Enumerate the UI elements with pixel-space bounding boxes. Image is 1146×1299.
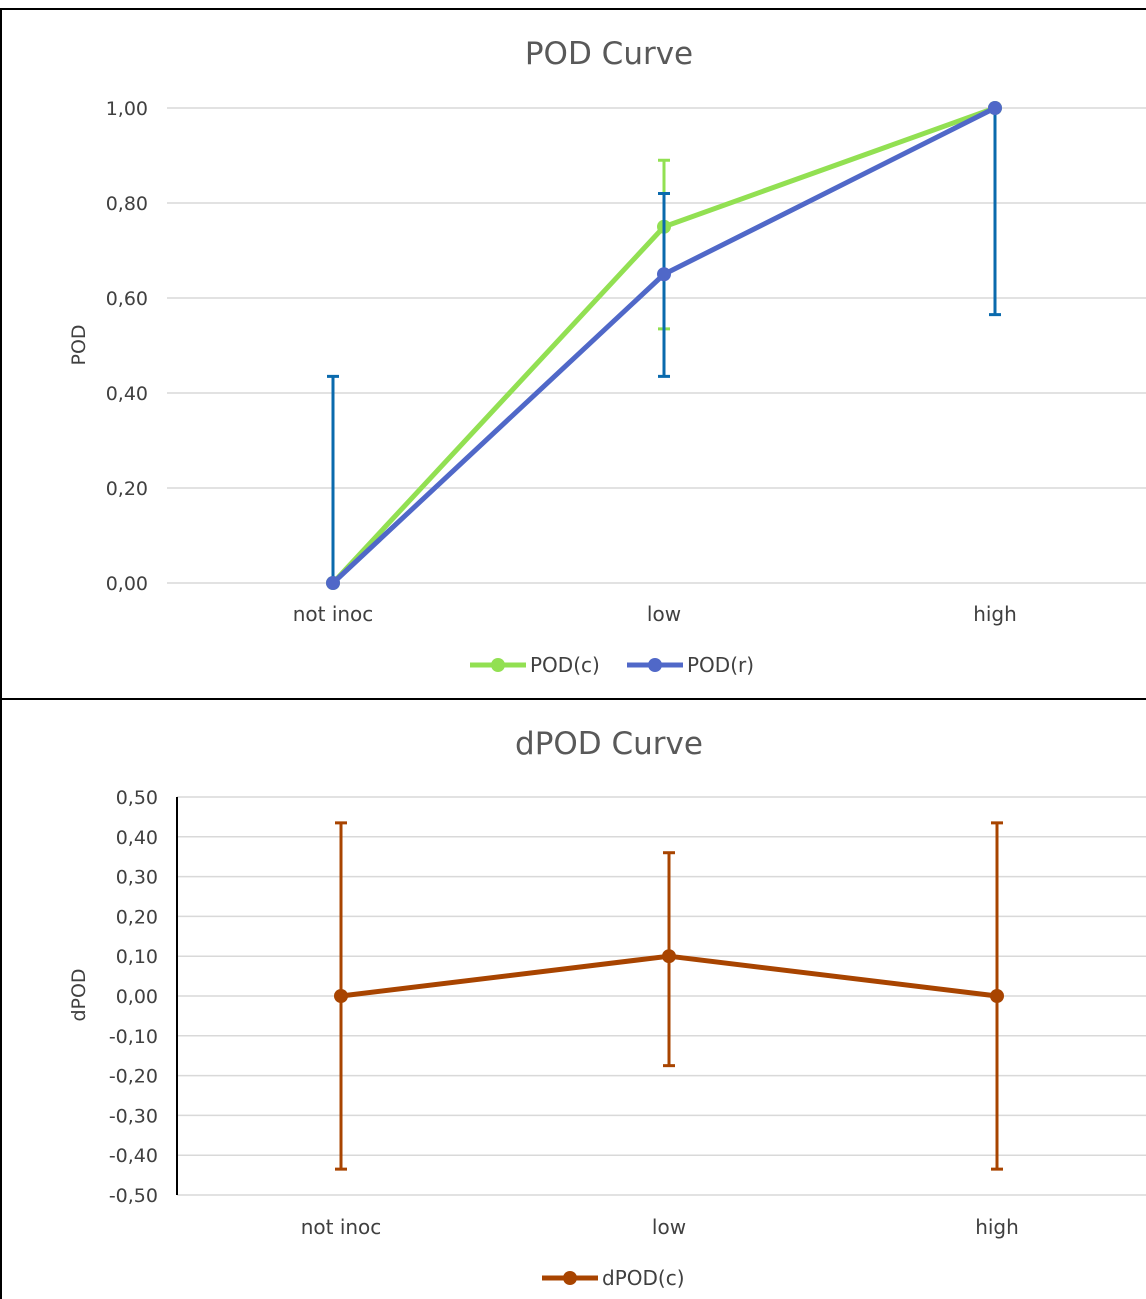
y-tick-label: 0,80 <box>106 193 148 215</box>
data-point <box>988 101 1002 115</box>
legend-label: dPOD(c) <box>602 1266 685 1290</box>
pod-chart-panel: POD Curve POD 0,00 0,20 0,40 0,60 0,80 1,00 no… <box>0 8 1146 700</box>
legend-marker <box>563 1271 577 1285</box>
y-tick-label: 0,20 <box>106 478 148 500</box>
y-tick-label: 0,40 <box>106 383 148 405</box>
y-tick-label: 1,00 <box>106 98 148 120</box>
chart-title: POD Curve <box>525 36 693 72</box>
dpod-chart-panel: dPOD Curve dPOD -0,50 -0,40 -0,30 -0,20 -0,1… <box>0 700 1146 1299</box>
legend-marker <box>491 658 505 672</box>
y-axis-label: dPOD <box>68 968 90 1021</box>
y-axis-label: POD <box>68 324 90 365</box>
legend-label: POD(r) <box>687 653 754 677</box>
dpod-chart: dPOD Curve dPOD -0,50 -0,40 -0,30 -0,20 -0,1… <box>68 726 1146 1290</box>
data-point <box>657 267 671 282</box>
data-point <box>334 989 348 1003</box>
y-tick-label: 0,60 <box>106 288 148 310</box>
y-tick-label: 0,30 <box>116 867 158 889</box>
y-tick-label: 0,00 <box>106 573 148 595</box>
data-point <box>990 989 1004 1003</box>
y-tick-label: 0,40 <box>116 827 158 849</box>
x-tick-label: high <box>973 602 1017 626</box>
x-tick-label: low <box>652 1215 686 1239</box>
y-tick-label: -0,40 <box>109 1145 158 1167</box>
y-tick-label: 0,20 <box>116 906 158 928</box>
data-point <box>326 576 340 590</box>
y-tick-label: 0,50 <box>116 787 158 809</box>
x-tick-label: high <box>975 1215 1019 1239</box>
legend-label: POD(c) <box>530 653 600 677</box>
x-tick-label: not inoc <box>293 602 374 626</box>
y-tick-label: -0,20 <box>109 1066 158 1088</box>
y-tick-label: -0,50 <box>109 1185 158 1207</box>
chart-title: dPOD Curve <box>515 726 703 762</box>
legend-marker <box>648 658 662 672</box>
x-tick-label: low <box>647 602 681 626</box>
pod-chart: POD Curve POD 0,00 0,20 0,40 0,60 0,80 1,00 no… <box>68 36 1146 677</box>
y-tick-label: -0,10 <box>109 1026 158 1048</box>
y-tick-label: -0,30 <box>109 1105 158 1127</box>
y-tick-label: 0,00 <box>116 986 158 1008</box>
data-point <box>662 949 676 964</box>
x-tick-label: not inoc <box>301 1215 382 1239</box>
y-tick-label: 0,10 <box>116 946 158 968</box>
